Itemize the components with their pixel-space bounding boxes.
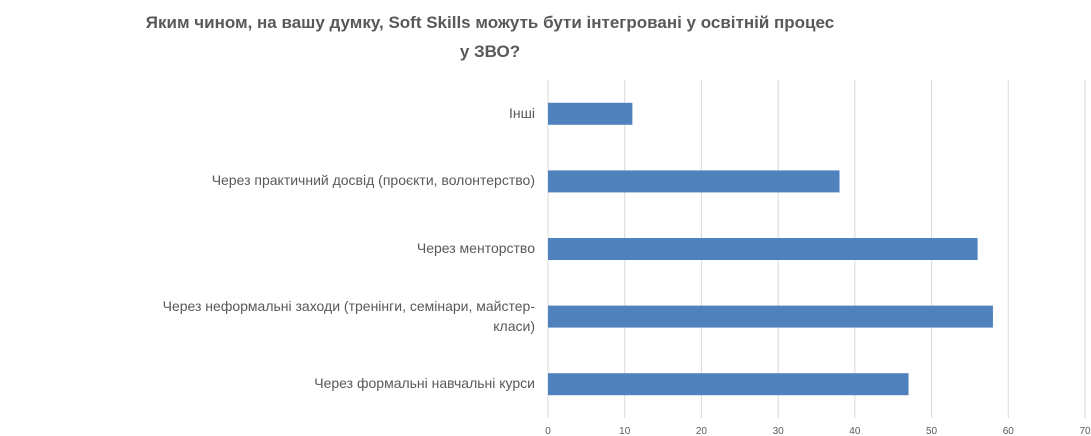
category-label-line: Через неформальні заходи (тренінги, семі…: [162, 297, 535, 314]
bar-1: [548, 170, 840, 193]
category-label: Через неформальні заходи (тренінги, семі…: [0, 296, 535, 336]
x-tick-label: 0: [545, 426, 551, 436]
category-label-line: Через менторство: [416, 240, 535, 256]
bar-2: [548, 238, 978, 260]
bar-3: [548, 305, 993, 328]
category-label-line: Інші: [509, 104, 535, 121]
category-label-line: класи): [493, 317, 535, 334]
x-tick-label: 70: [1079, 426, 1091, 436]
bar-0: [548, 102, 633, 125]
x-tick-label: 50: [926, 426, 938, 436]
category-label: Через практичний досвід (проєкти, волонт…: [0, 170, 535, 190]
category-label: Інші: [0, 103, 535, 123]
x-tick-label: 60: [1003, 426, 1015, 436]
category-label: Через менторство: [0, 238, 535, 258]
x-tick-label: 20: [696, 426, 708, 436]
category-label-line: Через формальні навчальні курси: [314, 375, 535, 392]
category-label: Через формальні навчальні курси: [0, 373, 535, 393]
x-axis-ticks: 0 10 20 30 40 50 60 70: [545, 426, 1091, 436]
category-label-line: Через практичний досвід (проєкти, волонт…: [211, 172, 535, 189]
x-tick-label: 10: [619, 426, 631, 436]
bar-4: [548, 373, 909, 396]
grid-lines: [547, 80, 1086, 418]
chart-title: Яким чином, на вашу думку, Soft Skills м…: [145, 13, 835, 61]
bars: [548, 102, 993, 396]
x-tick-label: 40: [849, 426, 861, 436]
x-tick-label: 30: [773, 426, 785, 436]
